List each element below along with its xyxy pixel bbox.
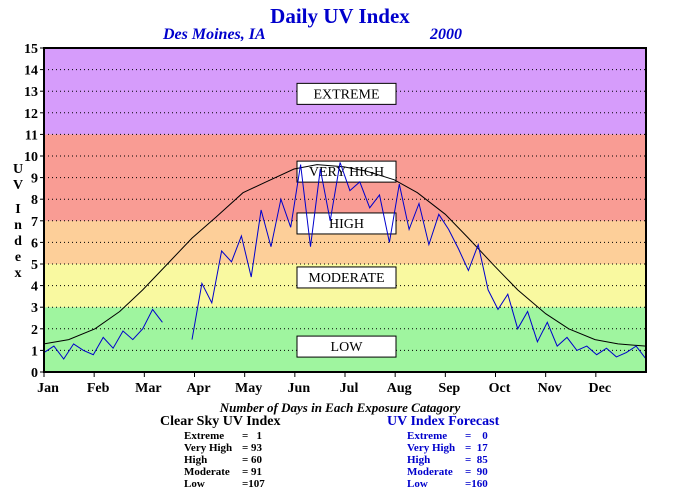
row-value: = 91 — [242, 466, 263, 478]
y-tick-label: 4 — [31, 280, 38, 295]
row-value: = 93 — [242, 442, 263, 454]
chart-title: Daily UV Index — [270, 4, 410, 28]
y-tick-label: 0 — [31, 366, 38, 381]
clear-sky-row: Moderate = 91 — [184, 466, 304, 478]
clear-sky-row: High = 60 — [184, 454, 304, 466]
row-label: Extreme — [184, 430, 225, 442]
y-tick-label: 9 — [31, 172, 38, 187]
clear_sky-line — [43, 164, 647, 347]
band-label-box — [296, 82, 397, 105]
y-tick-label: 12 — [24, 107, 38, 122]
row-label: Moderate — [184, 466, 230, 478]
band-label: MODERATE — [308, 271, 384, 286]
band-label-box — [296, 212, 397, 235]
y-tick-label: 10 — [24, 150, 38, 165]
x-tick-label: Jun — [288, 381, 311, 396]
forecast-row: Very High = 17 — [407, 442, 519, 454]
y-axis-letter: n — [14, 218, 22, 233]
y-tick-label: 11 — [25, 128, 38, 143]
row-label: Very High — [407, 442, 456, 454]
y-tick-label: 15 — [24, 42, 38, 57]
band-label: LOW — [331, 340, 364, 355]
x-tick-label: Dec — [589, 381, 612, 396]
y-tick-label: 3 — [31, 301, 38, 316]
y-axis-letter: x — [14, 266, 22, 281]
x-tick-label: Feb — [87, 381, 110, 396]
band-label: EXTREME — [313, 87, 379, 102]
row-label: Low — [407, 478, 428, 490]
forecast-row: Moderate = 90 — [407, 466, 519, 478]
row-label: High — [184, 454, 208, 466]
row-value: = 1 — [242, 430, 263, 442]
y-tick-label: 8 — [31, 193, 38, 208]
y-axis-letter: U — [12, 162, 24, 177]
y-tick-label: 14 — [24, 64, 38, 79]
y-axis-label: U V I n d e x — [12, 162, 24, 282]
row-value: =160 — [465, 478, 488, 490]
y-axis-letter: I — [15, 202, 21, 217]
clear-sky-title: Clear Sky UV Index — [160, 414, 281, 429]
x-tick-label: Jan — [37, 381, 59, 396]
row-label: High — [407, 454, 431, 466]
x-tick-label: Sep — [438, 381, 460, 396]
forecast-panel: UV Index Forecast Extreme = 0 Very High = … — [387, 414, 499, 490]
uv-chart: 0123456789101112131415LOWMODERATEHIGHVER… — [24, 42, 647, 396]
row-value: =107 — [242, 478, 265, 490]
y-tick-label: 7 — [31, 215, 38, 230]
band-label-box — [296, 335, 397, 358]
y-axis-letter: V — [12, 178, 24, 193]
band-label-box — [296, 266, 397, 289]
forecast-row: Low =160 — [407, 478, 519, 490]
y-axis-letter: e — [14, 250, 22, 265]
row-label: Extreme — [407, 430, 448, 442]
row-value: = 17 — [465, 442, 488, 454]
forecast-line — [43, 162, 647, 360]
x-tick-label: Oct — [489, 381, 511, 396]
clear-sky-row: Low =107 — [184, 478, 304, 490]
row-value: = 85 — [465, 454, 488, 466]
clear-sky-row: Very High = 93 — [184, 442, 304, 454]
row-label: Low — [184, 478, 205, 490]
band-label: VERY HIGH — [309, 165, 384, 180]
row-value: = 90 — [465, 466, 488, 478]
chart-location: Des Moines, IA — [163, 26, 266, 43]
y-tick-label: 5 — [31, 258, 38, 273]
chart-year: 2000 — [430, 26, 462, 43]
y-tick-label: 6 — [31, 236, 38, 251]
clear-sky-panel: Clear Sky UV Index Extreme = 1 Very High =… — [160, 414, 280, 490]
row-label: Very High — [184, 442, 233, 454]
y-tick-label: 2 — [31, 323, 38, 338]
band-label: HIGH — [329, 217, 364, 232]
clear-sky-row: Extreme = 1 — [184, 430, 304, 442]
y-tick-label: 1 — [31, 344, 38, 359]
x-tick-label: Mar — [135, 381, 161, 396]
y-axis-letter: d — [14, 234, 22, 249]
x-tick-label: Apr — [186, 381, 210, 396]
x-tick-label: Aug — [387, 381, 412, 396]
row-value: = 60 — [242, 454, 263, 466]
row-value: = 0 — [465, 430, 488, 442]
forecast-row: High = 85 — [407, 454, 519, 466]
row-label: Moderate — [407, 466, 453, 478]
x-tick-label: Nov — [538, 381, 562, 396]
exposure-note: Number of Days in Each Exposure Catagory — [219, 400, 461, 415]
x-tick-label: May — [235, 381, 262, 396]
y-tick-label: 13 — [24, 85, 38, 100]
forecast-title: UV Index Forecast — [387, 414, 500, 429]
forecast-row: Extreme = 0 — [407, 430, 519, 442]
x-tick-label: Jul — [340, 381, 359, 396]
